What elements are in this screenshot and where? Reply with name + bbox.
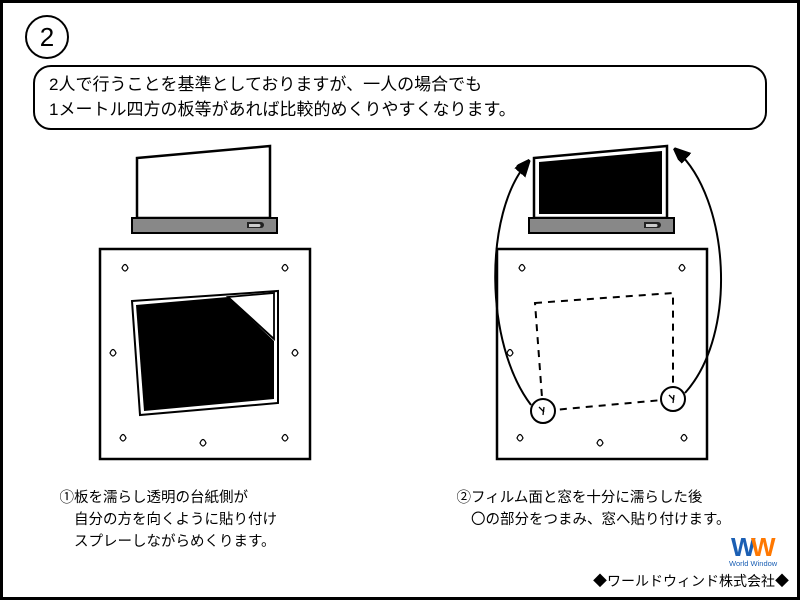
header-instruction-box: 2人で行うことを基準としておりますが、一人の場合でも 1メートル四方の板等があれ… (33, 65, 767, 130)
logo-subtext: World Window (729, 559, 778, 568)
right-diagram-svg (429, 143, 769, 483)
left-panel: ①板を濡らし透明の台紙側が 自分の方を向くように貼り付け スプレーしながらめくり… (32, 143, 372, 523)
step-number-badge: 2 (25, 15, 69, 59)
right-panel: ②フィルム面と窓を十分に濡らした後 〇の部分をつまみ、窓へ貼り付けます。 (429, 143, 769, 523)
car-window-applied-icon (529, 146, 674, 233)
diagram-panels: ①板を濡らし透明の台紙側が 自分の方を向くように貼り付け スプレーしながらめくり… (3, 143, 797, 523)
right-caption: ②フィルム面と窓を十分に濡らした後 〇の部分をつまみ、窓へ貼り付けます。 (429, 488, 769, 532)
header-line2: 1メートル四方の板等があれば比較的めくりやすくなります。 (49, 100, 516, 119)
board-square-icon (497, 249, 707, 459)
svg-text:W: W (751, 534, 776, 562)
world-window-logo-icon: W W World Window (729, 534, 789, 568)
step-number-text: 2 (40, 22, 54, 53)
company-name: ◆ワールドウィンド株式会社◆ (593, 571, 789, 591)
footer-logo-block: W W World Window ◆ワールドウィンド株式会社◆ (593, 534, 789, 591)
pinch-points-icon (531, 387, 685, 423)
car-window-icon (132, 146, 277, 233)
film-peel-icon (132, 291, 278, 415)
header-line1: 2人で行うことを基準としておりますが、一人の場合でも (49, 75, 482, 94)
film-dashed-outline-icon (535, 293, 673, 411)
left-caption: ①板を濡らし透明の台紙側が 自分の方を向くように貼り付け スプレーしながらめくり… (32, 488, 372, 553)
left-diagram-svg (32, 143, 372, 483)
